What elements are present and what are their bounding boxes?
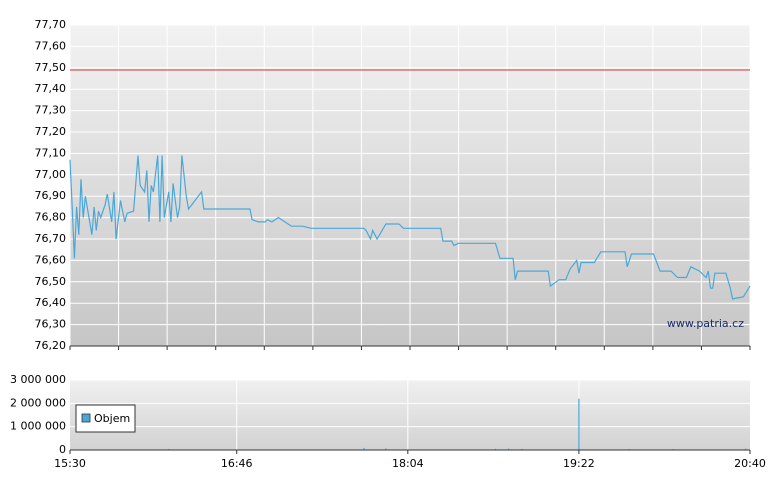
y-tick-label: 0: [59, 443, 66, 456]
y-tick-label: 3 000 000: [10, 373, 66, 386]
x-tick-label: 19:22: [563, 457, 595, 470]
legend-label: Objem: [94, 412, 130, 425]
volume-plot-area: [70, 380, 750, 450]
y-tick-label: 76,80: [35, 211, 67, 224]
price-line: [69, 155, 751, 300]
y-tick-label: 77,00: [35, 168, 67, 181]
y-tick-label: 77,40: [35, 82, 67, 95]
y-tick-label: 77,10: [35, 146, 67, 159]
x-tick-label: 15:30: [54, 457, 86, 470]
y-tick-label: 77,60: [35, 39, 67, 52]
y-tick-label: 77,20: [35, 125, 67, 138]
y-tick-label: 76,20: [35, 339, 67, 352]
y-tick-label: 76,60: [35, 253, 67, 266]
y-tick-label: 76,90: [35, 189, 67, 202]
y-tick-label: 77,30: [35, 104, 67, 117]
watermark: www.patria.cz: [667, 317, 744, 330]
x-tick-label: 20:40: [734, 457, 766, 470]
legend-swatch: [81, 413, 91, 423]
y-tick-label: 1 000 000: [10, 420, 66, 433]
x-tick-label: 18:04: [392, 457, 424, 470]
y-tick-label: 76,40: [35, 296, 67, 309]
y-tick-label: 76,50: [35, 275, 67, 288]
y-tick-label: 77,70: [35, 18, 67, 31]
y-tick-label: 77,50: [35, 61, 67, 74]
y-tick-label: 2 000 000: [10, 396, 66, 409]
y-tick-label: 76,30: [35, 318, 67, 331]
x-tick-label: 16:46: [221, 457, 253, 470]
y-tick-label: 76,70: [35, 232, 67, 245]
